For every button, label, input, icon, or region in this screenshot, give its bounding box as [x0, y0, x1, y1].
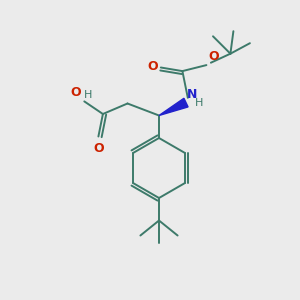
Text: O: O: [208, 50, 219, 63]
Text: O: O: [148, 60, 158, 74]
Text: O: O: [94, 142, 104, 155]
Text: N: N: [187, 88, 198, 101]
Text: O: O: [70, 86, 81, 99]
Polygon shape: [159, 98, 188, 116]
Text: H: H: [195, 98, 203, 109]
Text: H: H: [83, 90, 92, 100]
